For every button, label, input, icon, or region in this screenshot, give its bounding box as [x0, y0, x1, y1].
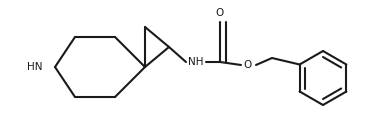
- Text: O: O: [244, 60, 252, 70]
- Text: HN: HN: [28, 62, 43, 72]
- Text: NH: NH: [188, 57, 204, 67]
- Text: O: O: [216, 8, 224, 18]
